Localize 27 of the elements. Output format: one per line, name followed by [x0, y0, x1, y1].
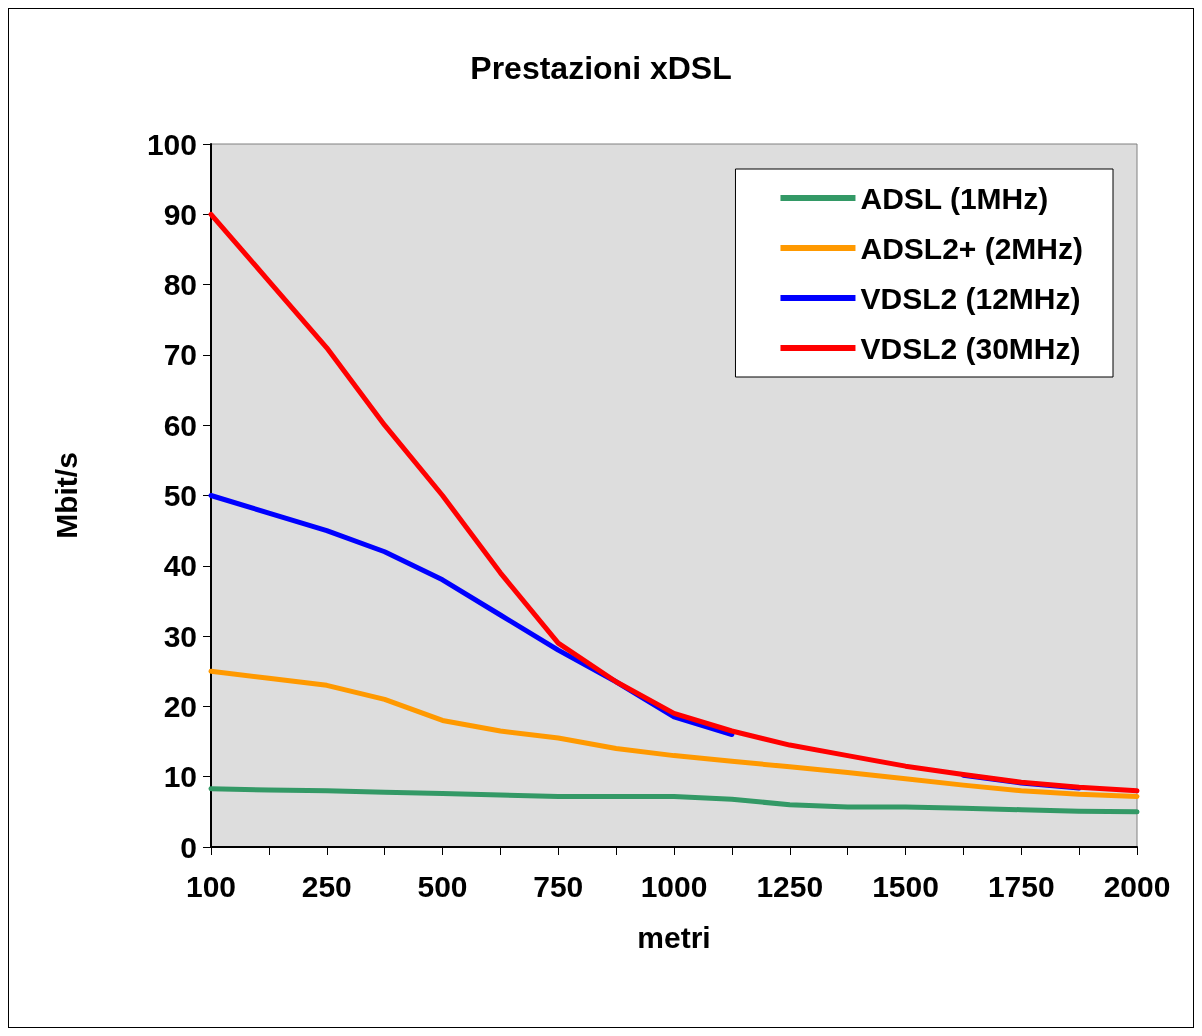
y-tick-label: 20 — [163, 689, 197, 723]
y-tick-label: 10 — [163, 760, 197, 794]
x-tick-label: 1500 — [872, 869, 939, 903]
x-tick-label: 100 — [185, 869, 237, 903]
x-tick-label: 500 — [417, 869, 468, 903]
chart-title: Prestazioni xDSL — [470, 50, 732, 86]
legend-label: VDSL2 (12MHz) — [860, 281, 1081, 315]
x-tick-label: 1250 — [756, 869, 824, 903]
x-axis-title: metri — [637, 920, 711, 954]
x-tick-label: 1000 — [640, 869, 708, 903]
y-tick-label: 90 — [163, 197, 197, 231]
legend-label: VDSL2 (30MHz) — [860, 331, 1081, 365]
x-tick-label: 2000 — [1103, 869, 1171, 903]
y-tick-label: 50 — [163, 479, 197, 512]
y-axis-title: Mbit/s — [49, 452, 83, 539]
y-tick-label: 0 — [180, 830, 197, 864]
legend-label: ADSL2+ (2MHz) — [860, 231, 1084, 265]
legend-label: ADSL (1MHz) — [860, 181, 1049, 215]
x-tick-label: 1750 — [987, 869, 1055, 903]
y-tick-label: 80 — [163, 268, 197, 302]
y-tick-label: 100 — [146, 127, 197, 161]
y-tick-label: 60 — [163, 408, 197, 442]
x-tick-label: 750 — [533, 869, 584, 903]
x-tick-label: 250 — [301, 869, 352, 903]
y-tick-label: 30 — [163, 619, 197, 653]
y-tick-label: 70 — [163, 338, 197, 372]
y-tick-label: 40 — [163, 549, 197, 583]
